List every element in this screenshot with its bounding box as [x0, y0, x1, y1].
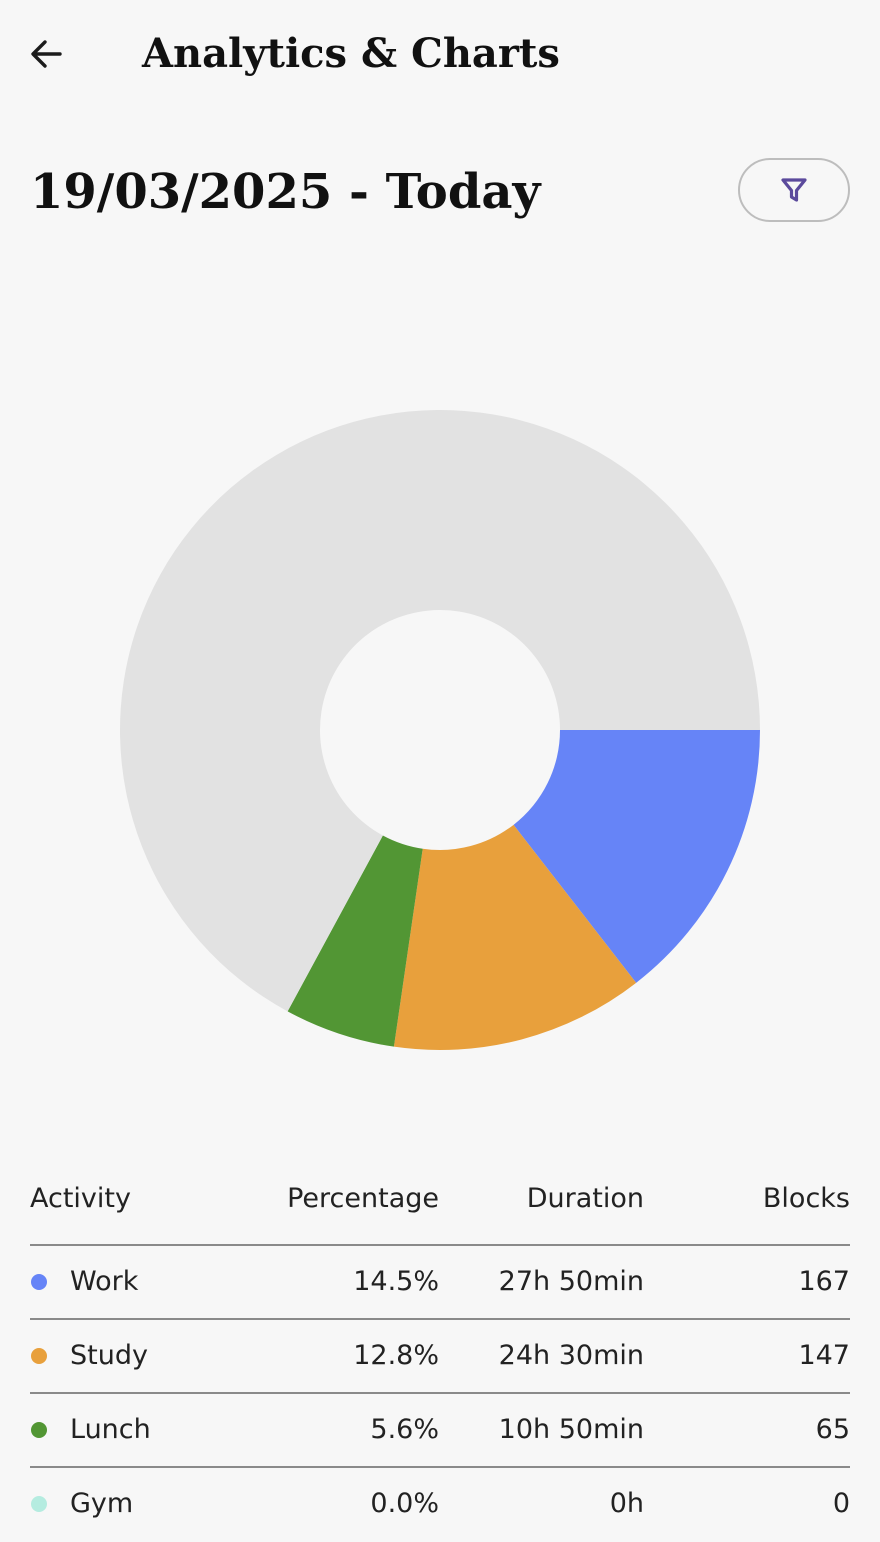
activity-table: Activity Percentage Duration Blocks Work… [30, 1170, 850, 1542]
page-title: Analytics & Charts [142, 30, 560, 77]
date-range-title: 19/03/2025 - Today [30, 164, 541, 220]
pie-slice-lunch [287, 835, 423, 1047]
table-row[interactable]: Lunch 5.6% 10h 50min 65 [30, 1394, 850, 1468]
activity-blocks: 147 [798, 1340, 850, 1371]
pie-slice-remainder [120, 410, 760, 1012]
activity-percentage: 0.0% [370, 1488, 439, 1519]
donut-chart [0, 250, 880, 1130]
activity-duration: 10h 50min [498, 1414, 644, 1445]
color-dot [31, 1496, 47, 1512]
table-row[interactable]: Study 12.8% 24h 30min 147 [30, 1320, 850, 1394]
table-row[interactable]: Work 14.5% 27h 50min 167 [30, 1246, 850, 1320]
color-dot [31, 1348, 47, 1364]
back-button[interactable] [22, 30, 70, 78]
activity-blocks: 65 [815, 1414, 850, 1445]
activity-percentage: 14.5% [353, 1266, 439, 1297]
activity-name: Gym [70, 1488, 134, 1519]
filter-button[interactable] [738, 158, 850, 222]
activity-name: Study [70, 1340, 148, 1371]
column-header-blocks: Blocks [762, 1183, 850, 1214]
color-dot [31, 1274, 47, 1290]
activity-duration: 27h 50min [498, 1266, 644, 1297]
app-bar: Analytics & Charts [0, 0, 880, 110]
arrow-left-icon [31, 40, 62, 68]
activity-blocks: 0 [832, 1488, 850, 1519]
pie-slice-study [393, 824, 637, 1050]
table-header-row: Activity Percentage Duration Blocks [30, 1170, 850, 1246]
table-row[interactable]: Gym 0.0% 0h 0 [30, 1468, 850, 1542]
column-header-activity: Activity [30, 1183, 131, 1214]
activity-name: Work [70, 1266, 139, 1297]
activity-blocks: 167 [798, 1266, 850, 1297]
activity-percentage: 12.8% [353, 1340, 439, 1371]
pie-slice-work [513, 730, 760, 983]
activity-duration: 0h [609, 1488, 644, 1519]
activity-percentage: 5.6% [370, 1414, 439, 1445]
color-dot [31, 1422, 47, 1438]
column-header-percentage: Percentage [287, 1183, 439, 1214]
activity-duration: 24h 30min [498, 1340, 644, 1371]
activity-name: Lunch [70, 1414, 151, 1445]
donut-chart-svg [120, 410, 760, 1050]
filter-icon [781, 178, 807, 202]
column-header-duration: Duration [526, 1183, 644, 1214]
